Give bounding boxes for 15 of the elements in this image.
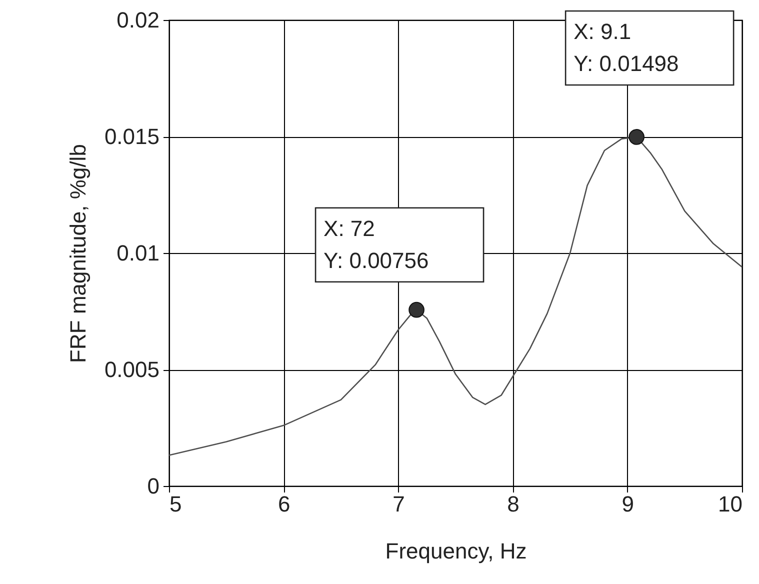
x-tick-label: 8	[507, 492, 520, 516]
annotation: X: 9.1 Y: 0.01498	[574, 18, 679, 76]
x-tick-label: 9	[622, 492, 634, 516]
y-tick-label: 0.005	[104, 357, 160, 382]
y-axis-title: FRF magnitude, %g/lb	[65, 144, 90, 363]
x-tick-label: 10	[718, 492, 742, 516]
x-axis-title: Frequency, Hz	[385, 538, 527, 564]
x-tick-label: 6	[278, 492, 290, 516]
x-tick-label: 5	[170, 492, 182, 516]
y-tick-label: 0.015	[104, 124, 160, 149]
x-tick-label: 7	[392, 492, 405, 516]
y-tick-label: 0.01	[116, 240, 160, 266]
y-tick-label: 0.02	[116, 8, 160, 32]
y-tick-label: 0	[147, 474, 160, 498]
annotation: X: 72 Y: 0.00756	[324, 216, 429, 273]
